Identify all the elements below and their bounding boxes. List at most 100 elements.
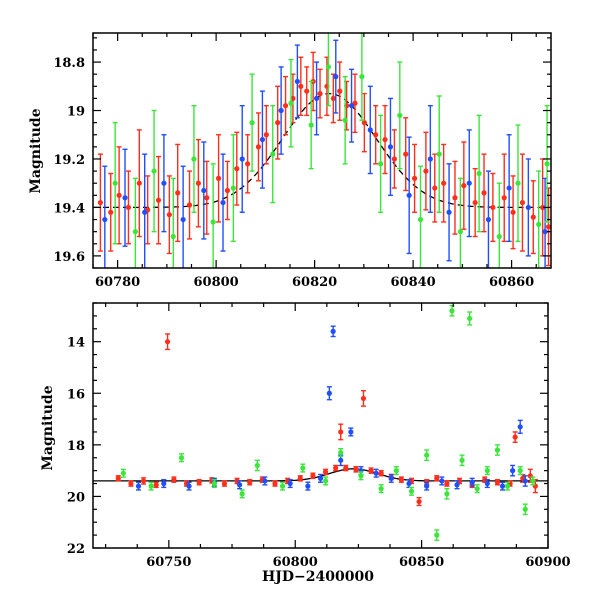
x-tick-label: 60900 [525, 555, 570, 570]
plot-area [93, 33, 551, 268]
x-tick-label: 60860 [489, 275, 534, 290]
data-point [136, 129, 142, 238]
data-point [432, 153, 438, 223]
data-point [358, 471, 364, 481]
data-point [359, 33, 365, 121]
data-point [220, 153, 226, 252]
data-point [397, 61, 403, 170]
plot-frame [92, 302, 549, 549]
data-series [112, 33, 550, 268]
data-point [360, 389, 367, 407]
data-point [132, 177, 138, 268]
data-point [452, 160, 458, 235]
data-point [387, 97, 394, 197]
data-point [259, 90, 266, 189]
data-point [155, 155, 162, 245]
data-point [398, 476, 404, 483]
data-point [540, 158, 546, 257]
data-point [161, 134, 167, 233]
data-point [337, 61, 343, 121]
x-tick-label: 60850 [399, 555, 444, 570]
data-point [525, 158, 531, 257]
data-point [472, 167, 478, 238]
x-tick-label: 60780 [95, 275, 140, 290]
data-point [191, 104, 197, 213]
data-point [239, 489, 245, 499]
data-point [434, 529, 440, 541]
data-point [530, 180, 536, 255]
data-point [411, 143, 418, 213]
data-point [239, 104, 245, 213]
data-point [338, 423, 344, 441]
data-point [186, 170, 193, 240]
y-tick-label: 18.8 [53, 56, 85, 71]
data-point [457, 177, 463, 268]
data-point [108, 172, 114, 252]
data-point [459, 454, 465, 467]
data-point [352, 73, 358, 134]
data-point [342, 75, 348, 165]
data-point [122, 148, 128, 247]
bottom-x-axis-title: HJD−2400000 [262, 569, 374, 585]
data-point [444, 480, 450, 487]
data-point [446, 163, 452, 262]
data-point [441, 143, 447, 223]
y-tick-label: 19.4 [53, 201, 85, 216]
data-point [510, 464, 516, 477]
data-point [308, 80, 314, 170]
data-point [153, 481, 159, 489]
full-light-curve-panel: Magnitude HJD−2400000 60750 60800 60850 609… [40, 302, 571, 585]
data-point [278, 66, 284, 155]
data-point [536, 170, 542, 268]
x-tick-label: 60800 [273, 555, 318, 570]
data-point [408, 486, 415, 496]
data-point [164, 333, 171, 351]
data-point [142, 153, 148, 268]
data-point [178, 453, 185, 463]
data-point [333, 39, 339, 114]
data-point [249, 73, 255, 172]
data-point [368, 467, 374, 474]
data-point [313, 61, 320, 136]
y-tick-label: 19.6 [53, 250, 85, 265]
data-point [378, 469, 384, 477]
data-point [262, 476, 268, 486]
data-point [485, 170, 492, 268]
y-tick-label: 16 [67, 387, 85, 402]
top-y-axis-title: Magnitude [28, 108, 44, 193]
data-point [298, 56, 304, 117]
data-series [120, 304, 536, 541]
data-point [304, 66, 310, 117]
data-point [224, 160, 231, 221]
data-point [373, 104, 379, 165]
data-point [545, 187, 551, 267]
data-point [467, 311, 473, 326]
data-point [196, 478, 202, 486]
data-point [436, 95, 442, 213]
data-point [330, 325, 336, 338]
data-point [317, 473, 324, 483]
data-point [506, 134, 512, 243]
data-point [116, 146, 122, 245]
data-point [135, 481, 142, 491]
data-point [427, 104, 433, 213]
data-point [417, 165, 424, 268]
data-point [326, 386, 332, 401]
data-point [416, 497, 422, 507]
y-tick-label: 20 [67, 490, 85, 505]
data-point [112, 121, 118, 245]
data-point [393, 466, 399, 476]
data-point [512, 431, 518, 443]
x-tick-label: 60800 [194, 275, 239, 290]
data-point [255, 112, 262, 182]
data-point [171, 476, 177, 483]
data-point [148, 481, 154, 491]
x-tick-label: 60750 [146, 555, 191, 570]
data-point [270, 104, 276, 204]
x-tick-label: 60840 [390, 275, 435, 290]
data-point [378, 484, 384, 494]
y-tick-label: 18 [67, 439, 85, 454]
data-point [490, 172, 496, 243]
data-point [128, 480, 134, 487]
data-point [530, 476, 536, 486]
